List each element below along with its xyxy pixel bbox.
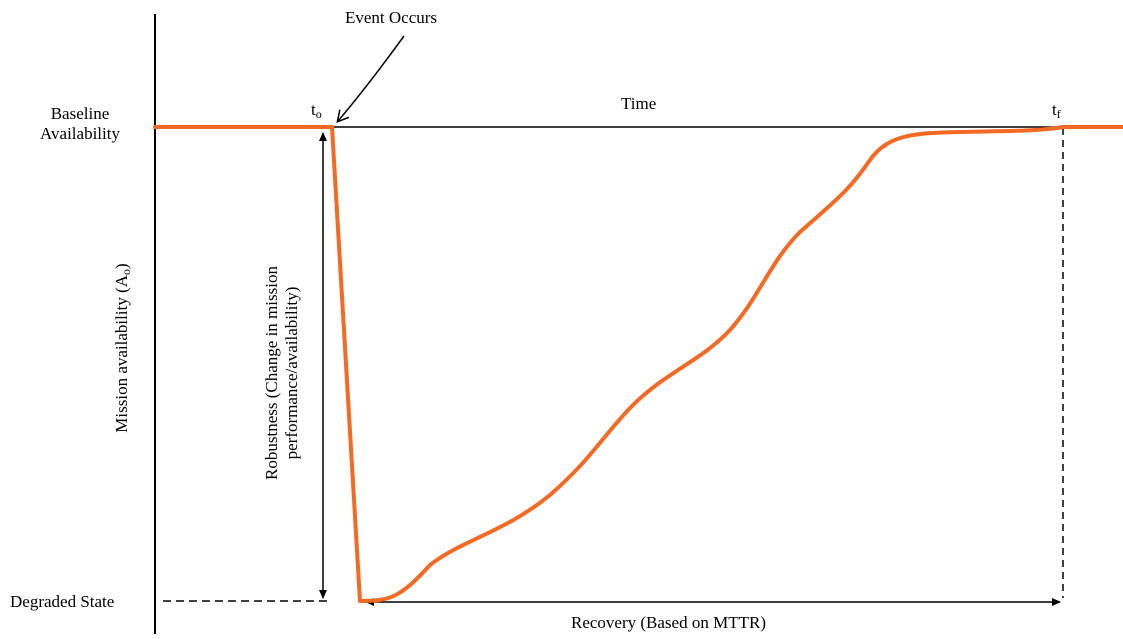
y-axis-title: Mission availability (Ao) <box>112 263 133 433</box>
t-end-label: tf <box>1052 100 1061 121</box>
event-occurs-label: Event Occurs <box>345 8 438 27</box>
degraded-state-label: Degraded State <box>10 592 115 611</box>
robustness-line1: Robustness (Change in mission <box>262 266 281 480</box>
y-axis-subscript: o <box>119 268 133 275</box>
robustness-line2: performance/availability) <box>282 286 301 460</box>
robustness-label: Robustness (Change in mission performanc… <box>262 266 302 480</box>
baseline-line1: Baseline <box>50 104 110 123</box>
time-label: Time <box>621 94 657 113</box>
availability-curve <box>153 125 1123 603</box>
recovery-label: Recovery (Based on MTTR) <box>571 613 766 632</box>
baseline-line2: Availability <box>40 124 120 143</box>
t-start-subscript: o <box>315 107 322 121</box>
event-pointer-arrow <box>338 35 405 121</box>
t-end-subscript: f <box>1056 107 1061 121</box>
baseline-availability-label: Baseline Availability <box>20 104 140 144</box>
t-start-label: to <box>311 100 322 121</box>
